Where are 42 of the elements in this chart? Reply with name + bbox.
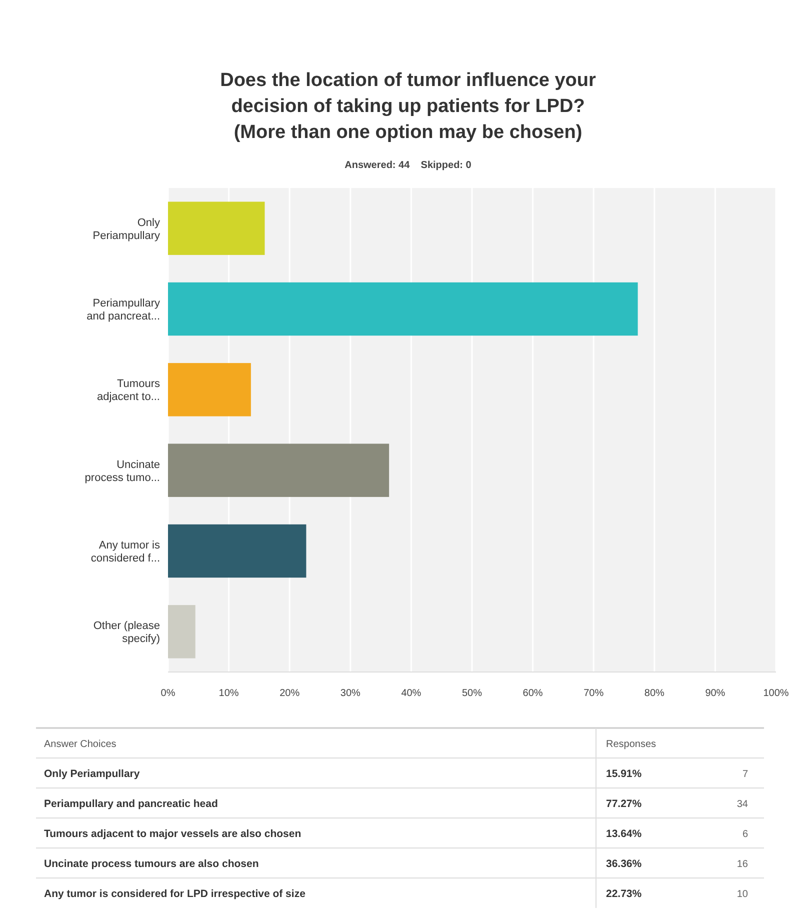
x-tick-label: 50% (462, 688, 482, 699)
chart-subtitle: Answered: 44 Skipped: 0 (344, 160, 472, 171)
x-tick-label: 100% (763, 688, 789, 699)
x-tick-label: 70% (584, 688, 604, 699)
x-tick-label: 60% (522, 688, 543, 699)
bar (168, 202, 265, 255)
x-tick-label: 90% (705, 688, 726, 699)
text: 36.36% (606, 858, 642, 870)
y-tick-label: Tumours adjacent to... (97, 378, 160, 404)
text: 16 (736, 859, 748, 870)
y-tick-label: Any tumor is considered f... (90, 540, 160, 564)
x-tick-label: 40% (401, 688, 422, 699)
text: Tumours adjacent to major vessels are also chosen (44, 828, 302, 840)
text: Answer Choices (44, 739, 116, 750)
text: 13.64% (606, 828, 642, 840)
y-tick-label: Periampullary and pancreat... (86, 298, 160, 322)
x-tick-label: 10% (218, 688, 239, 699)
text: Any tumor is considered for LPD irrespective of size (44, 888, 306, 900)
bar (168, 444, 390, 497)
y-tick-label: Only Periampullary (92, 216, 160, 242)
x-tick-label: 80% (644, 688, 665, 699)
text: 77.27% (606, 798, 642, 810)
text: 15.91% (606, 768, 642, 780)
y-tick-label: Uncinate process tumo... (84, 458, 160, 484)
text: Periampullary and pancreatic head (44, 798, 218, 810)
bar (168, 282, 638, 336)
chart-title: Does the location of tumor influence your decision of taking up patients for LPD? (More than one option may be chosen) (220, 70, 597, 143)
text: 7 (742, 769, 748, 780)
x-tick-label: 20% (280, 688, 300, 699)
text: 6 (742, 829, 748, 840)
bar (168, 605, 196, 658)
x-tick-label: 30% (340, 688, 361, 699)
text: 10 (736, 889, 748, 900)
bar (168, 524, 306, 578)
text: Responses (606, 739, 656, 750)
text: Only Periampullary (44, 768, 140, 780)
y-tick-label: Other (please specify) (93, 620, 160, 646)
text: 22.73% (606, 888, 642, 900)
text: Uncinate process tumours are also chosen (44, 858, 259, 870)
bar (168, 363, 251, 416)
x-tick-label: 0% (160, 688, 176, 699)
text: 34 (736, 799, 748, 810)
